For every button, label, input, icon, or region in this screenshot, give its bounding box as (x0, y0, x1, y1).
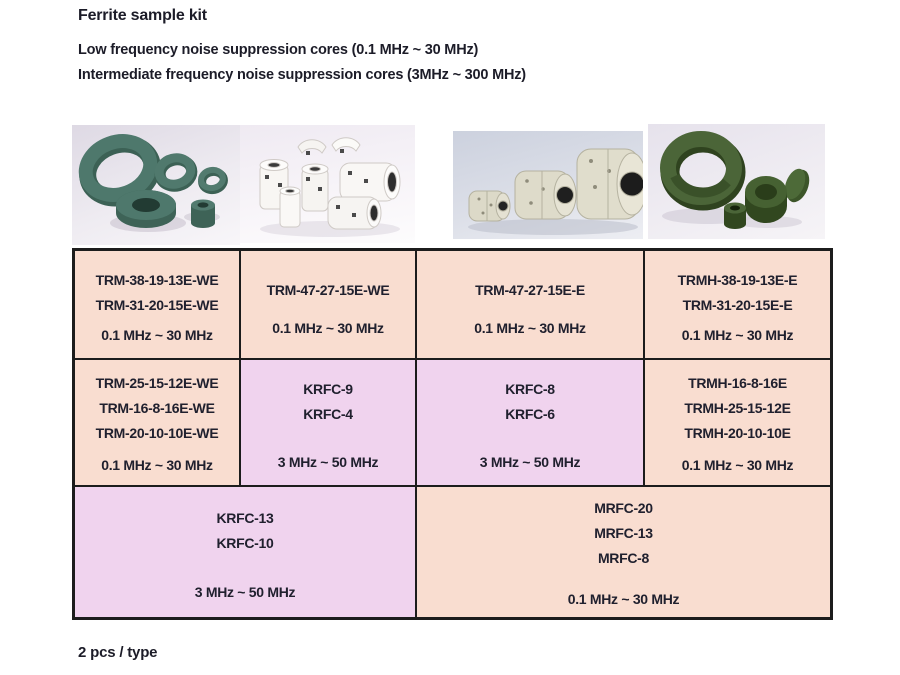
frequency-range: 0.1 MHz ~ 30 MHz (567, 591, 680, 607)
part-number: TRMH-20-10-10E (684, 425, 791, 441)
sample-kit-table: TRM-38-19-13E-WE TRM-31-20-15E-WE 0.1 MH… (72, 248, 833, 620)
part-number: TRM-25-15-12E-WE (95, 375, 219, 391)
table-cell-trm-47-we: TRM-47-27-15E-WE 0.1 MHz ~ 30 MHz (240, 250, 416, 359)
subtitle-low-frequency: Low frequency noise suppression cores (0… (78, 42, 479, 58)
frequency-range: 3 MHz ~ 50 MHz (194, 584, 296, 600)
part-number: KRFC-10 (216, 535, 274, 551)
frequency-range: 3 MHz ~ 50 MHz (479, 454, 581, 470)
part-number: TRM-16-8-16E-WE (99, 400, 215, 416)
table-cell-trm-38-19: TRM-38-19-13E-WE TRM-31-20-15E-WE 0.1 MH… (74, 250, 240, 359)
part-number: MRFC-8 (597, 550, 650, 566)
table-cell-krfc-9-4: KRFC-9 KRFC-4 3 MHz ~ 50 MHz (240, 359, 416, 486)
green-toroidal-cores-photo (648, 124, 825, 239)
subtitle-intermediate-frequency: Intermediate frequency noise suppression… (78, 67, 526, 83)
beige-clamp-filters-photo (453, 131, 643, 239)
frequency-range: 0.1 MHz ~ 30 MHz (101, 457, 213, 473)
page-title: Ferrite sample kit (78, 7, 207, 24)
part-number: TRMH-38-19-13E-E (677, 272, 798, 288)
frequency-range: 0.1 MHz ~ 30 MHz (272, 320, 384, 336)
table-cell-trmh-38-19: TRMH-38-19-13E-E TRM-31-20-15E-E 0.1 MHz… (644, 250, 831, 359)
part-number: TRM-31-20-15E-WE (95, 297, 219, 313)
white-clamp-filters-photo (240, 125, 415, 243)
teal-toroidal-cores-photo (72, 125, 240, 245)
page-header: Ferrite sample kit Low frequency noise s… (78, 7, 526, 88)
part-number: TRM-47-27-15E-E (475, 282, 585, 298)
frequency-range: 0.1 MHz ~ 30 MHz (681, 327, 794, 343)
part-number: KRFC-4 (303, 406, 353, 422)
beige-clamp-filters-illustration (468, 148, 643, 235)
white-clamp-filters-illustration (259, 137, 401, 237)
table-cell-krfc-8-6: KRFC-8 KRFC-6 3 MHz ~ 50 MHz (416, 359, 644, 486)
part-number: TRM-38-19-13E-WE (95, 272, 219, 288)
frequency-range: 0.1 MHz ~ 30 MHz (681, 457, 794, 473)
part-number: TRMH-16-8-16E (688, 375, 787, 391)
part-number: MRFC-13 (594, 525, 653, 541)
table-cell-trm-47-e: TRM-47-27-15E-E 0.1 MHz ~ 30 MHz (416, 250, 644, 359)
table-cell-trmh-16-8: TRMH-16-8-16E TRMH-25-15-12E TRMH-20-10-… (644, 359, 831, 486)
part-number: KRFC-9 (303, 381, 353, 397)
part-number: TRM-31-20-15E-E (682, 297, 793, 313)
frequency-range: 0.1 MHz ~ 30 MHz (101, 327, 213, 343)
table-cell-trm-25-15: TRM-25-15-12E-WE TRM-16-8-16E-WE TRM-20-… (74, 359, 240, 486)
part-number: KRFC-13 (216, 510, 274, 526)
part-number: KRFC-6 (505, 406, 555, 422)
green-toroids-illustration (660, 131, 810, 229)
table-cell-mrfc: MRFC-20 MRFC-13 MRFC-8 0.1 MHz ~ 30 MHz (416, 486, 831, 618)
teal-toroids-illustration (78, 134, 228, 232)
part-number: MRFC-20 (594, 500, 653, 516)
part-number: TRM-47-27-15E-WE (266, 282, 390, 298)
part-number: TRM-20-10-10E-WE (95, 425, 219, 441)
table-cell-krfc-13-10: KRFC-13 KRFC-10 3 MHz ~ 50 MHz (74, 486, 416, 618)
quantity-note: 2 pcs / type (78, 644, 158, 661)
part-number: TRMH-25-15-12E (684, 400, 791, 416)
frequency-range: 0.1 MHz ~ 30 MHz (474, 320, 586, 336)
frequency-range: 3 MHz ~ 50 MHz (277, 454, 379, 470)
part-number: KRFC-8 (505, 381, 555, 397)
